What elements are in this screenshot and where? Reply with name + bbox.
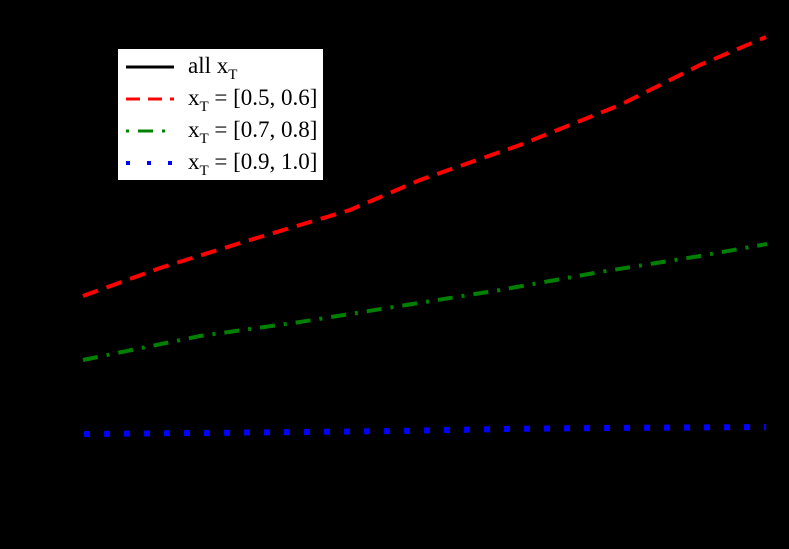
legend-item-05-06: xT = [0.5, 0.6] (118, 83, 323, 115)
legend-swatch-dotted-blue (126, 161, 174, 165)
legend-label: xT = [0.5, 0.6] (188, 85, 318, 115)
series-line-3 (83, 424, 767, 437)
legend-label: xT = [0.7, 0.8] (188, 117, 318, 147)
series-line-1 (82, 35, 767, 298)
series-line-2 (82, 242, 768, 362)
legend-swatch-solid-black (126, 65, 174, 69)
legend-item-all: all xT (118, 51, 323, 83)
legend-swatch-dashed-red (126, 97, 174, 101)
legend-swatch-dashdot-green (126, 129, 174, 133)
legend-item-09-10: xT = [0.9, 1.0] (118, 147, 323, 179)
legend-item-07-08: xT = [0.7, 0.8] (118, 115, 323, 147)
legend-label: xT = [0.9, 1.0] (188, 149, 318, 179)
legend: all xT xT = [0.5, 0.6] xT = [0.7, 0.8] x… (117, 48, 324, 181)
legend-label: all xT (188, 53, 238, 83)
series-layer (82, 35, 768, 437)
